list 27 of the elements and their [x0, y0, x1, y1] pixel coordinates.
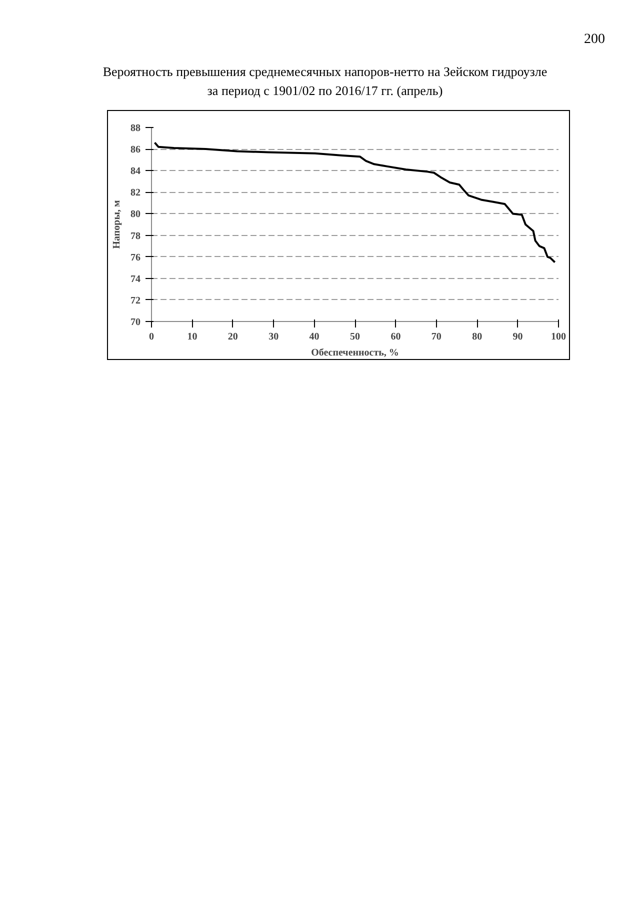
x-tick-label: 30	[268, 332, 279, 343]
y-axis-title: Напоры, м	[112, 200, 122, 249]
x-tick-label: 20	[228, 332, 238, 343]
x-tick-label: 90	[512, 332, 523, 343]
x-axis-title: Обеспеченность, %	[311, 348, 399, 359]
y-tick-label: 72	[130, 296, 140, 307]
x-tick-label: 50	[350, 332, 360, 343]
x-tick-label: 80	[472, 332, 482, 343]
y-tick-label: 74	[130, 274, 140, 286]
text: 200	[584, 31, 605, 49]
x-tick-label: 70	[431, 332, 442, 343]
y-tick-label: 76	[130, 252, 140, 264]
x-tick-label: 60	[390, 332, 401, 343]
x-tick-label: 10	[187, 332, 198, 343]
x-tick-label: 40	[309, 332, 320, 343]
chart-title: Вероятность превышения среднемесячных напоров-нетто на Зейском гидроузле	[102, 64, 548, 79]
y-tick-label: 82	[130, 188, 140, 199]
y-tick-label: 78	[130, 230, 140, 242]
y-tick-label: 88	[130, 123, 140, 134]
y-tick-label: 80	[130, 209, 140, 220]
y-tick-label: 70	[130, 317, 140, 328]
x-tick-label: 0	[149, 332, 154, 343]
x-tick-label: 100	[551, 332, 566, 343]
line-series	[154, 142, 556, 264]
y-tick-label: 84	[130, 166, 140, 178]
chart-subtitle: за период с 1901/02 по 2016/17 гг. (апрель)	[207, 82, 443, 98]
y-tick-label: 86	[130, 144, 140, 156]
